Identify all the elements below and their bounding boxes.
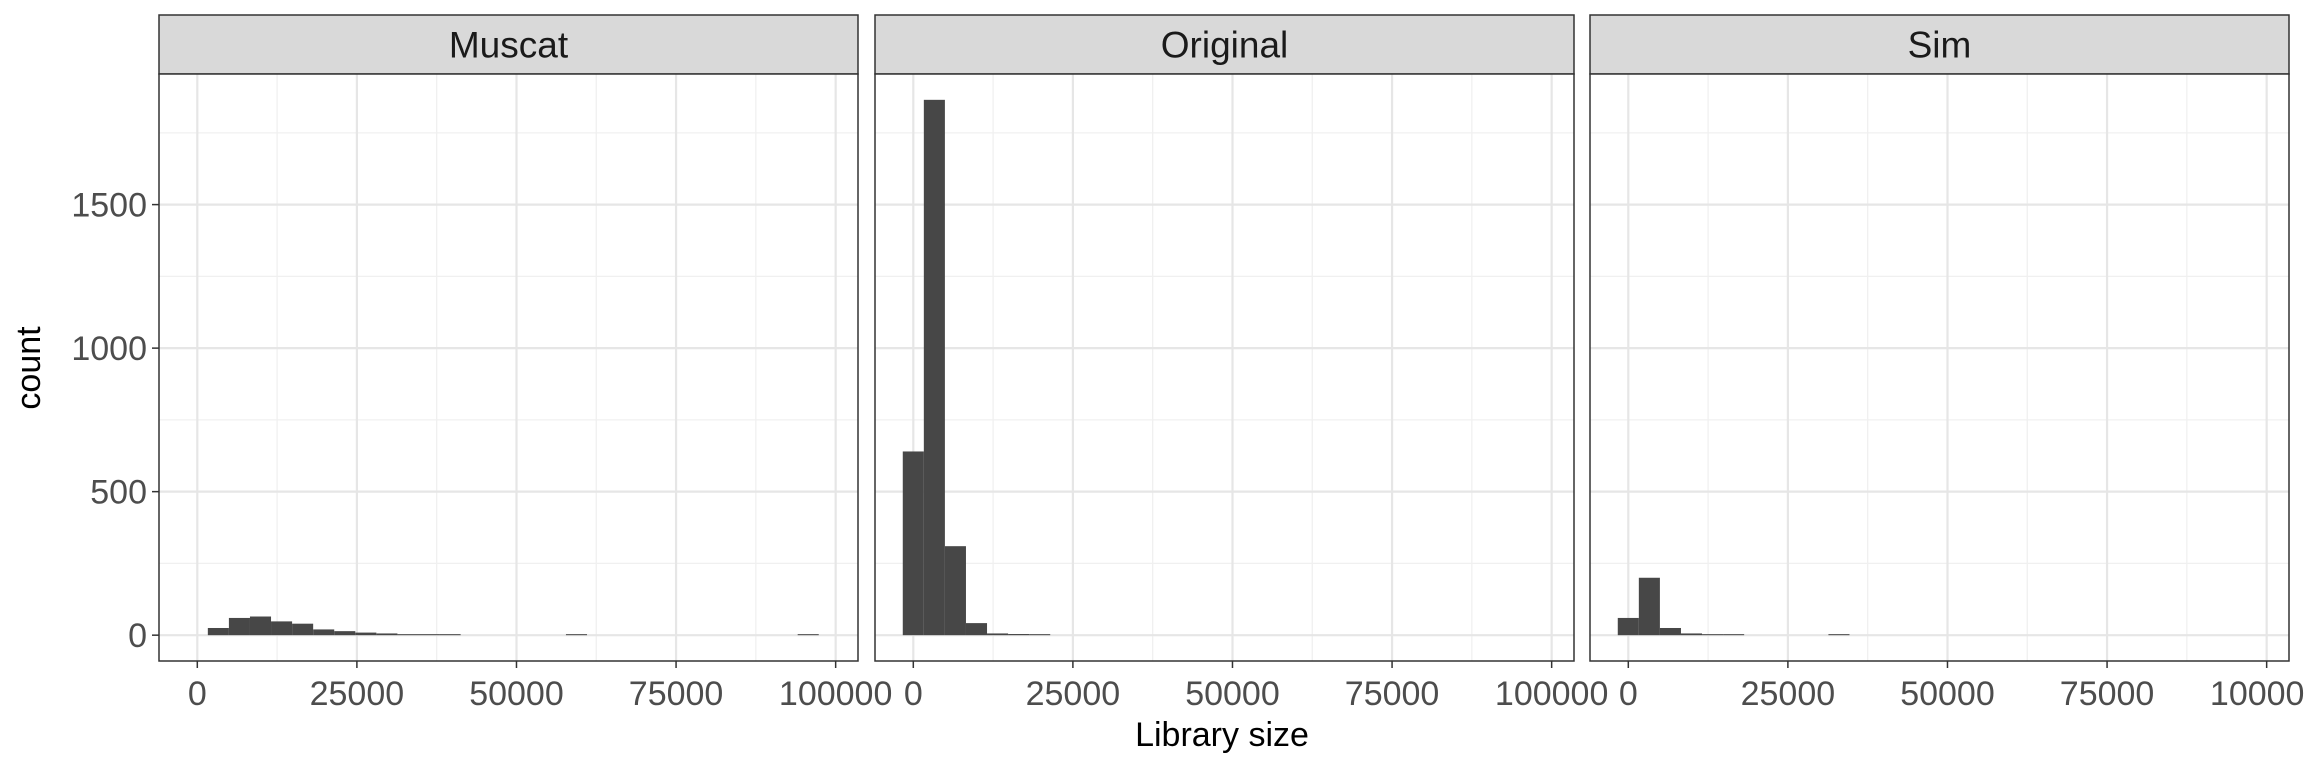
facet-panel-original: Original 0 25000 50000 75000 100000: [874, 14, 1608, 713]
histogram-bar: [249, 616, 272, 636]
facet-strip: [874, 14, 1575, 75]
histogram-bar: [902, 451, 924, 636]
facet-strip-label: Muscat: [449, 25, 569, 66]
facet-strip-label: Original: [1161, 25, 1289, 66]
histogram-bar: [439, 634, 461, 636]
histogram-bar: [334, 631, 356, 636]
y-tick-label: 1500: [71, 187, 147, 225]
x-tick-label: 100000: [2210, 675, 2304, 713]
histogram-bar: [376, 633, 398, 636]
x-tick-label: 25000: [1741, 675, 1836, 713]
panel-border: [874, 73, 1575, 662]
x-axis-title: Library size: [1135, 716, 1309, 754]
facet-panel-muscat: Muscat 0 25000 50000 75000 100000: [158, 14, 892, 713]
histogram-bar: [1702, 634, 1724, 636]
x-tick-label: 25000: [310, 675, 405, 713]
y-tick-label: 1000: [71, 330, 147, 368]
histogram-bar: [228, 617, 250, 636]
plot-background: [159, 74, 858, 661]
histogram-bar: [1617, 617, 1639, 636]
facet-panel-sim: Sim 0 25000 50000 75000 100000: [1589, 14, 2304, 713]
histogram-bar: [1828, 634, 1850, 636]
histogram-bar: [1680, 633, 1703, 636]
y-axis: 0 500 1000 1500: [71, 187, 159, 655]
histogram-bar: [207, 627, 229, 636]
x-tick-label: 0: [1619, 675, 1638, 713]
x-tick-label: 25000: [1026, 675, 1121, 713]
histogram-bar: [1638, 577, 1660, 636]
y-axis-title: count: [10, 326, 48, 410]
histogram-bar: [923, 99, 945, 636]
histogram-bar: [292, 623, 314, 636]
histogram-bar: [1723, 634, 1745, 636]
x-tick-label: 0: [904, 675, 923, 713]
plot-background: [1590, 74, 2289, 661]
histogram-bar: [965, 623, 988, 636]
histogram-bar: [565, 634, 588, 636]
histogram-bar: [1008, 634, 1030, 636]
x-tick-label: 50000: [1185, 675, 1280, 713]
facet-strip: [1589, 14, 2290, 75]
facet-strip: [158, 14, 859, 75]
panel-border: [158, 73, 859, 662]
histogram-bar: [397, 634, 419, 636]
x-tick-label: 75000: [629, 675, 724, 713]
x-tick-label: 100000: [779, 675, 892, 713]
histogram-bar: [987, 633, 1009, 636]
x-tick-label: 75000: [2060, 675, 2155, 713]
panel-border: [1589, 73, 2290, 662]
x-tick-label: 100000: [1495, 675, 1608, 713]
histogram-bar: [313, 629, 335, 636]
histogram-bar: [1659, 627, 1681, 636]
y-tick-label: 0: [128, 617, 147, 655]
histogram-bar: [418, 634, 440, 636]
histogram-bar: [355, 632, 377, 636]
histogram-bar: [1029, 634, 1051, 636]
plot-background: [875, 74, 1574, 661]
x-tick-label: 0: [188, 675, 207, 713]
histogram-bar: [944, 546, 966, 636]
x-tick-label: 50000: [1900, 675, 1995, 713]
facet-strip-label: Sim: [1908, 25, 1972, 66]
y-tick-label: 500: [90, 474, 147, 512]
histogram-bar: [797, 634, 819, 636]
histogram-bar: [271, 621, 293, 636]
facet-panels: Muscat 0 25000 50000 75000 100000 Original 0 250…: [158, 14, 2304, 713]
x-tick-label: 50000: [469, 675, 564, 713]
x-tick-label: 75000: [1345, 675, 1440, 713]
